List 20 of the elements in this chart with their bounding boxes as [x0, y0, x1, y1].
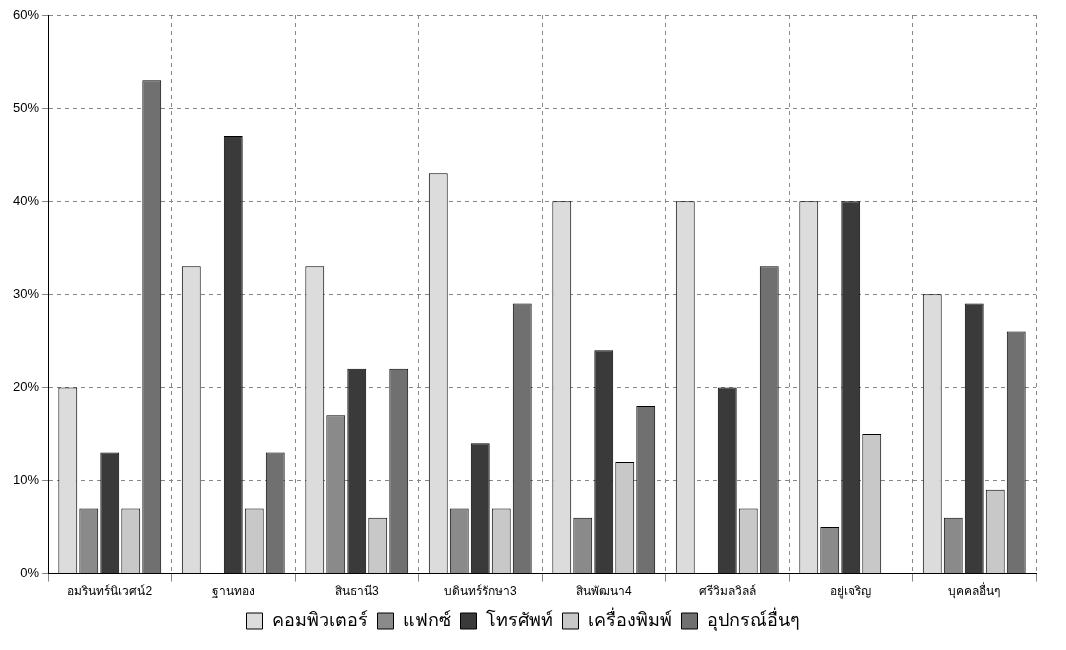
y-tick-label: 40%: [12, 192, 40, 208]
x-tick-label: อยู่เจริญ: [830, 584, 872, 600]
legend-label: เครื่องพิมพ์: [587, 606, 672, 630]
x-tick-label: บุคคลอื่นๆ: [948, 582, 1001, 600]
y-tick-label: 60%: [12, 6, 40, 22]
x-tick-label: ฐานทอง: [211, 584, 255, 599]
x-tick-label: สินพัฒนา4: [575, 584, 632, 599]
x-tick-label: บดินทร์รักษา3: [443, 584, 517, 599]
x-tick-label: ศรีวิมลวิลล์: [698, 584, 756, 599]
x-tick-label: อมรินทร์นิเวศน์2: [67, 584, 153, 599]
y-tick-label: 10%: [12, 472, 40, 488]
y-tick-label: 30%: [12, 285, 40, 301]
legend-label: แฟกซ์: [402, 608, 451, 630]
y-tick-label: 0%: [20, 565, 40, 581]
legend-label: อุปกรณ์อื่นๆ: [706, 606, 800, 631]
y-tick-label: 50%: [12, 99, 40, 115]
x-tick-label: สินธานี3: [334, 584, 379, 599]
legend-label: คอมพิวเตอร์: [271, 608, 368, 630]
legend-label: โทรศัพท์: [485, 608, 553, 630]
y-tick-label: 20%: [12, 378, 40, 394]
